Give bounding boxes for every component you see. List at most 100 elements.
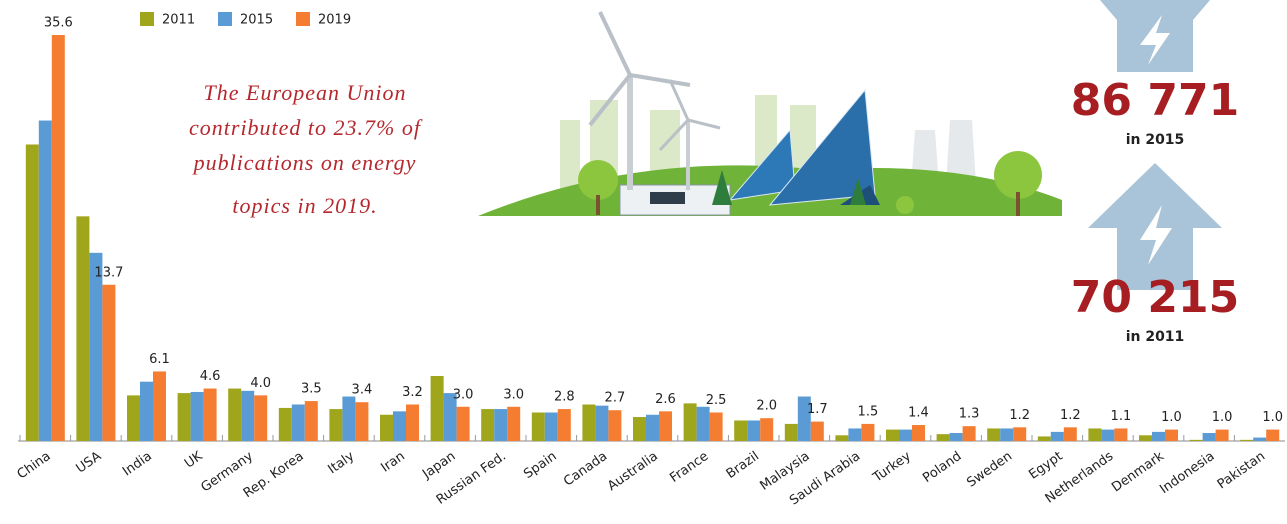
bar bbox=[1152, 431, 1165, 441]
bar bbox=[1165, 429, 1178, 441]
bar bbox=[1266, 429, 1280, 441]
legend-label: 2011 bbox=[162, 13, 195, 28]
bar bbox=[1253, 437, 1267, 441]
bar bbox=[784, 423, 798, 441]
value-label: 3.2 bbox=[402, 385, 423, 400]
value-label: 6.1 bbox=[149, 352, 170, 367]
bar bbox=[127, 395, 140, 441]
bar bbox=[1037, 436, 1051, 441]
x-tick-label: Spain bbox=[521, 449, 559, 482]
value-label: 3.0 bbox=[453, 387, 474, 402]
x-tick-label: Brazil bbox=[724, 449, 762, 482]
bar bbox=[595, 405, 609, 441]
value-label: 3.4 bbox=[352, 383, 373, 398]
bar bbox=[848, 428, 862, 441]
value-label: 3.5 bbox=[301, 382, 322, 397]
bar bbox=[190, 391, 204, 441]
bar bbox=[936, 434, 950, 441]
x-tick-label: UK bbox=[182, 449, 206, 472]
annotation-line: topics in 2019. bbox=[232, 193, 377, 218]
bar bbox=[1013, 427, 1027, 441]
highlight-label: in 2011 bbox=[1126, 329, 1185, 345]
x-tick-label: USA bbox=[74, 449, 105, 477]
value-label: 2.0 bbox=[756, 399, 777, 414]
x-tick-label: Denmark bbox=[1109, 449, 1167, 496]
bar bbox=[1215, 429, 1229, 441]
bar bbox=[25, 144, 39, 441]
bar bbox=[797, 396, 811, 441]
bar bbox=[342, 396, 356, 441]
bar bbox=[1189, 439, 1203, 441]
bar bbox=[531, 412, 545, 441]
bar bbox=[760, 418, 774, 441]
bar bbox=[949, 433, 963, 441]
x-tick-label: Sweden bbox=[964, 449, 1015, 491]
bar bbox=[1101, 429, 1115, 441]
x-tick-label: Australia bbox=[605, 449, 661, 494]
bar bbox=[76, 216, 90, 441]
bar bbox=[582, 404, 596, 441]
bar bbox=[393, 411, 406, 441]
bar bbox=[443, 393, 457, 441]
bar bbox=[278, 407, 292, 441]
legend-label: 2019 bbox=[318, 13, 351, 28]
bar bbox=[507, 406, 521, 441]
bar bbox=[1240, 439, 1254, 441]
bar bbox=[291, 404, 305, 441]
bar bbox=[861, 423, 875, 441]
bar bbox=[456, 406, 470, 441]
x-tick-label: Indonesia bbox=[1157, 449, 1217, 497]
x-tick-label: Turkey bbox=[870, 449, 914, 486]
value-label: 1.4 bbox=[908, 406, 929, 421]
bar bbox=[304, 401, 318, 441]
highlight-number: 70 215 bbox=[1071, 272, 1239, 323]
value-label: 4.0 bbox=[250, 376, 271, 391]
bar bbox=[899, 429, 912, 441]
value-label: 3.0 bbox=[503, 387, 524, 402]
value-label: 35.6 bbox=[44, 16, 73, 31]
value-label: 2.5 bbox=[706, 393, 727, 408]
bar bbox=[557, 409, 571, 441]
bar bbox=[1050, 431, 1064, 441]
legend-swatch bbox=[218, 12, 232, 26]
value-label: 2.6 bbox=[655, 392, 676, 407]
value-label: 4.6 bbox=[200, 369, 221, 384]
bar bbox=[544, 412, 558, 441]
bar bbox=[1139, 435, 1152, 441]
legend-swatch bbox=[140, 12, 154, 26]
x-tick-label: India bbox=[120, 449, 155, 480]
bar bbox=[1063, 427, 1077, 441]
bar bbox=[153, 371, 166, 441]
bar bbox=[254, 395, 268, 441]
value-label: 1.2 bbox=[1060, 408, 1081, 423]
x-tick-label: Iran bbox=[378, 449, 407, 476]
annotation-line: The European Union bbox=[204, 80, 407, 105]
x-tick-label: Italy bbox=[325, 449, 357, 478]
highlight-number: 86 771 bbox=[1071, 75, 1239, 126]
bar bbox=[140, 381, 153, 441]
bar bbox=[329, 409, 343, 441]
x-tick-label: Canada bbox=[561, 449, 610, 490]
bar bbox=[494, 409, 508, 441]
bar bbox=[177, 393, 191, 441]
bar bbox=[962, 426, 976, 441]
x-tick-label: Poland bbox=[920, 449, 964, 486]
value-label: 1.5 bbox=[858, 404, 879, 419]
bar bbox=[810, 421, 824, 441]
arrow-icons bbox=[1088, 0, 1222, 290]
bar bbox=[608, 410, 622, 441]
bar bbox=[747, 420, 761, 441]
annotation-line: contributed to 23.7% of bbox=[189, 115, 423, 140]
bar bbox=[835, 435, 849, 441]
bar bbox=[406, 404, 419, 441]
bar bbox=[1000, 428, 1014, 441]
x-tick-label: France bbox=[667, 449, 711, 486]
value-label: 1.2 bbox=[1009, 408, 1030, 423]
x-tick-label: China bbox=[15, 449, 54, 483]
value-label: 1.0 bbox=[1212, 410, 1233, 425]
bar bbox=[203, 388, 217, 441]
bar bbox=[430, 375, 444, 441]
bar bbox=[633, 417, 646, 441]
bar bbox=[659, 411, 672, 441]
bar bbox=[241, 390, 255, 441]
